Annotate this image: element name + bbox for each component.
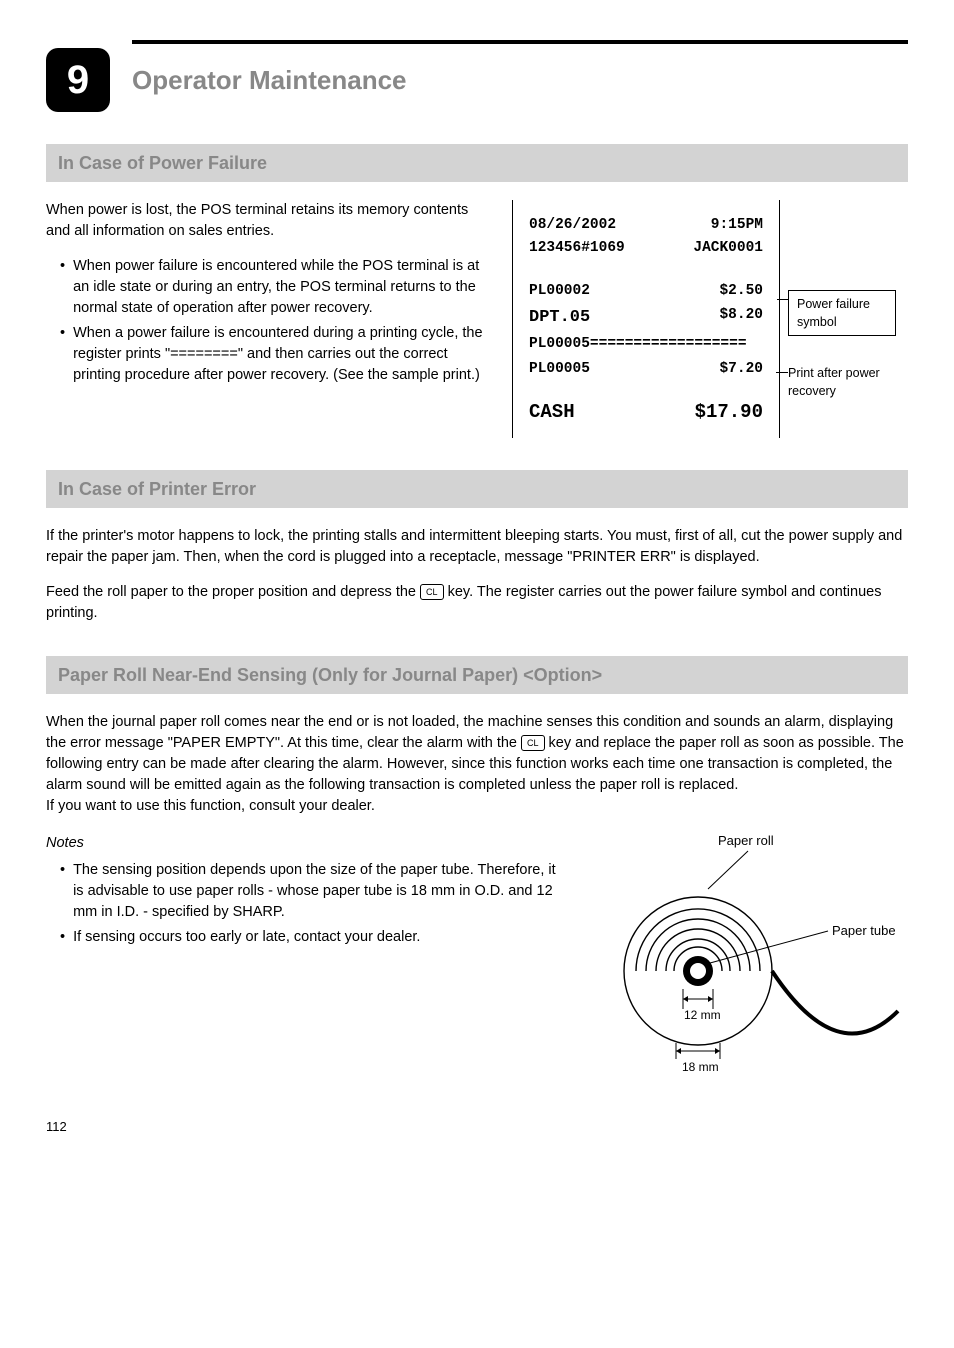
bullet-text: The sensing position depends upon the si…: [73, 860, 570, 923]
chapter-header: 9 Operator Maintenance: [46, 40, 908, 112]
receipt-date: 08/26/2002: [529, 214, 616, 237]
section3-p1: When the journal paper roll comes near t…: [46, 712, 908, 817]
receipt-cashier: JACK0001: [693, 237, 763, 260]
section2-p2: Feed the roll paper to the proper positi…: [46, 582, 908, 624]
diagram-label-tube: Paper tube: [832, 923, 896, 938]
bullet-icon: •: [60, 860, 65, 923]
annot-after-recovery: Print after power recovery: [788, 364, 908, 400]
diagram-dim-inner: 12 mm: [684, 1008, 721, 1022]
chapter-number: 9: [46, 48, 110, 112]
receipt-total-value: $17.90: [695, 397, 763, 427]
receipt-line-value: $8.20: [719, 304, 763, 331]
receipt-line-value: $2.50: [719, 280, 763, 303]
section3-p1c: If you want to use this function, consul…: [46, 798, 375, 814]
bullet-text: When a power failure is encountered duri…: [73, 323, 488, 386]
receipt-break: PL00005==================: [529, 333, 763, 356]
receipt-line-label: PL00005: [529, 358, 590, 381]
bullet-icon: •: [60, 927, 65, 948]
section-title-3: Paper Roll Near-End Sensing (Only for Jo…: [46, 656, 908, 694]
receipt-time: 9:15PM: [711, 214, 763, 237]
section-1-text: When power is lost, the POS terminal ret…: [46, 200, 488, 386]
bullet-icon: •: [60, 256, 65, 319]
receipt-sample: 08/26/2002 9:15PM 123456#1069 JACK0001 P…: [512, 200, 908, 438]
receipt-annotations: Power failure symbol Print after power r…: [788, 290, 908, 401]
notes-label: Notes: [46, 833, 570, 854]
page-number: 112: [46, 1118, 908, 1137]
section-1-body: When power is lost, the POS terminal ret…: [46, 200, 908, 438]
annot-power-failure: Power failure symbol: [788, 290, 896, 336]
cl-key-icon: CL: [420, 584, 444, 600]
bullet-item: • When power failure is encountered whil…: [46, 256, 488, 319]
bullet-text: If sensing occurs too early or late, con…: [73, 927, 420, 948]
section2-p1: If the printer's motor happens to lock, …: [46, 526, 908, 568]
paper-roll-diagram: Paper roll Paper tube: [598, 831, 908, 1098]
receipt-no: 123456#1069: [529, 237, 625, 260]
cl-key-icon: CL: [521, 735, 545, 751]
section3-notes-row: Notes • The sensing position depends upo…: [46, 831, 908, 1098]
bullet-item: • If sensing occurs too early or late, c…: [46, 927, 570, 948]
bullet-item: • When a power failure is encountered du…: [46, 323, 488, 386]
diagram-label-roll: Paper roll: [718, 833, 774, 848]
section-title-2: In Case of Printer Error: [46, 470, 908, 508]
receipt-line-label: DPT.05: [529, 304, 590, 331]
bullet-icon: •: [60, 323, 65, 386]
section-title-1: In Case of Power Failure: [46, 144, 908, 182]
bullet-text: When power failure is encountered while …: [73, 256, 488, 319]
receipt-line-value: $7.20: [719, 358, 763, 381]
receipt-line-label: PL00002: [529, 280, 590, 303]
diagram-dim-outer: 18 mm: [682, 1060, 719, 1074]
chapter-title: Operator Maintenance: [132, 62, 908, 100]
bullet-item: • The sensing position depends upon the …: [46, 860, 570, 923]
receipt: 08/26/2002 9:15PM 123456#1069 JACK0001 P…: [512, 200, 780, 438]
section1-intro: When power is lost, the POS terminal ret…: [46, 200, 488, 242]
section2-p2a: Feed the roll paper to the proper positi…: [46, 584, 420, 600]
receipt-total-label: CASH: [529, 397, 575, 427]
